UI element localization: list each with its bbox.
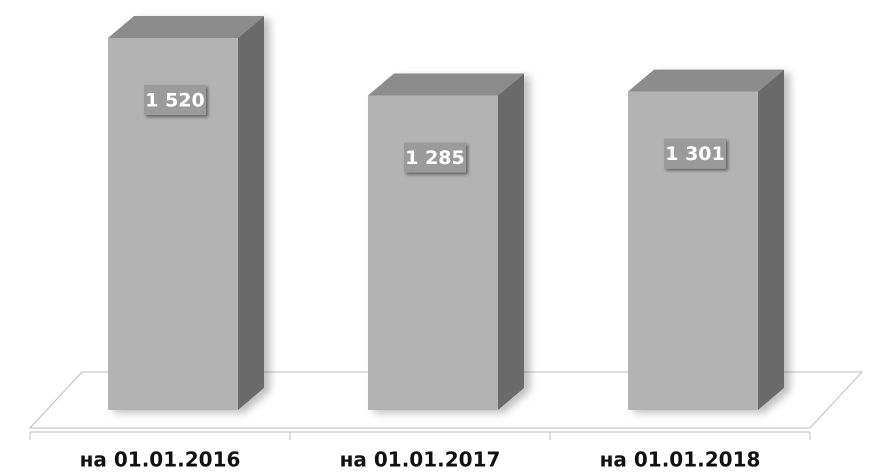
value-label: 1 285 <box>405 147 465 169</box>
x-tick-label: на 01.01.2018 <box>600 448 761 472</box>
x-tick-label: на 01.01.2016 <box>80 448 241 472</box>
bar-top <box>368 73 524 96</box>
bar-top <box>108 16 264 38</box>
bar-side <box>498 73 524 411</box>
x-tick-label: на 01.01.2017 <box>340 448 501 472</box>
value-label-box <box>144 85 206 115</box>
bar-side <box>238 16 264 410</box>
value-label: 1 520 <box>145 90 205 112</box>
value-label-box <box>404 142 466 173</box>
value-label-box <box>664 138 726 169</box>
bar-group <box>368 73 524 411</box>
bar-group <box>108 16 264 410</box>
bar-top <box>628 69 784 92</box>
bar-group <box>628 69 784 411</box>
value-label: 1 301 <box>665 143 725 165</box>
bar-side <box>758 69 784 411</box>
